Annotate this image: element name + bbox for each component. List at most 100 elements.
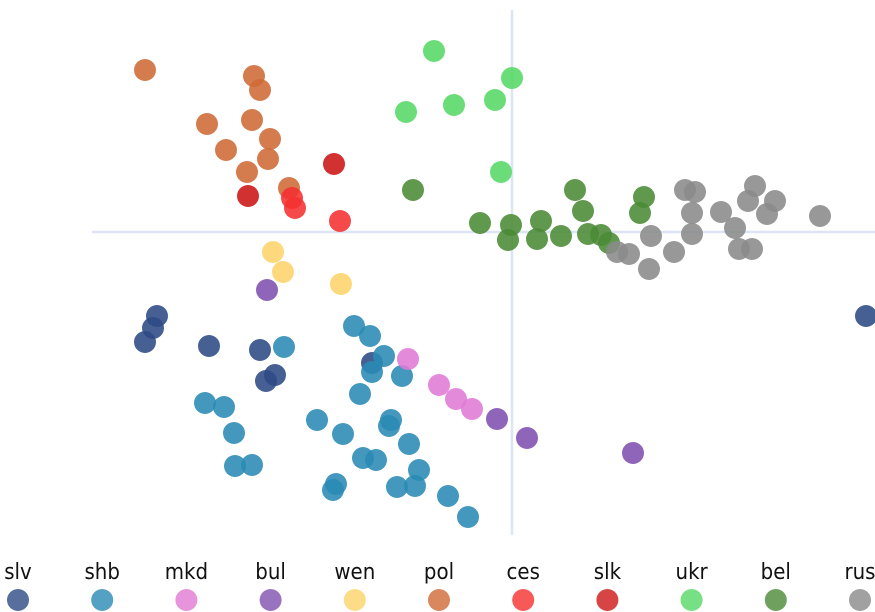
point — [469, 212, 491, 234]
point — [380, 409, 402, 431]
point — [724, 217, 746, 239]
point — [663, 241, 685, 263]
point — [373, 345, 395, 367]
legend-swatch — [259, 589, 282, 611]
legend-label: wen — [334, 560, 375, 585]
point — [241, 454, 263, 476]
point — [501, 67, 523, 89]
point — [330, 273, 352, 295]
legend-swatch — [680, 589, 703, 611]
point — [223, 422, 245, 444]
legend-label: bul — [255, 560, 286, 585]
point — [457, 506, 479, 528]
point — [741, 238, 763, 260]
legend-label: ukr — [676, 560, 709, 585]
point — [349, 383, 371, 405]
point — [443, 94, 465, 116]
point — [306, 409, 328, 431]
point — [530, 210, 552, 232]
legend-swatch — [428, 589, 450, 611]
point — [437, 485, 459, 507]
point — [281, 187, 303, 209]
point — [256, 279, 278, 301]
point — [516, 427, 538, 449]
point — [622, 442, 644, 464]
point — [681, 223, 703, 245]
point — [640, 225, 662, 247]
legend-swatch — [512, 589, 535, 611]
point — [224, 455, 246, 477]
point — [391, 365, 413, 387]
point — [809, 205, 831, 227]
point — [361, 361, 383, 383]
legend-label: rus — [845, 560, 875, 585]
point — [134, 59, 156, 81]
legend-label: shb — [84, 560, 119, 585]
point — [237, 185, 259, 207]
point — [365, 449, 387, 471]
point — [332, 423, 354, 445]
point — [259, 128, 281, 150]
point — [486, 408, 508, 430]
point — [249, 339, 271, 361]
point — [322, 479, 344, 501]
legend-label: slk — [594, 560, 622, 585]
point — [236, 161, 258, 183]
point — [323, 153, 345, 175]
point — [395, 101, 417, 123]
point — [198, 335, 220, 357]
point — [756, 203, 778, 225]
point — [359, 325, 381, 347]
point — [343, 315, 365, 337]
point — [710, 201, 732, 223]
point — [490, 161, 512, 183]
point — [618, 243, 640, 265]
point — [461, 398, 483, 420]
legend-swatch — [343, 589, 366, 611]
legend-label: mkd — [165, 560, 208, 585]
point — [526, 228, 548, 250]
point — [215, 139, 237, 161]
point — [629, 202, 651, 224]
point — [257, 148, 279, 170]
point — [737, 190, 759, 212]
point — [855, 305, 875, 327]
point — [262, 241, 284, 263]
legend-label: ces — [507, 560, 540, 585]
point — [329, 210, 351, 232]
legend-swatch — [849, 589, 871, 611]
point — [196, 113, 218, 135]
point — [423, 40, 445, 62]
legend-swatch — [7, 589, 29, 611]
point — [572, 200, 594, 222]
legend-swatch — [175, 589, 198, 611]
legend-label: slv — [4, 560, 32, 585]
point — [272, 261, 294, 283]
point — [134, 331, 156, 353]
point — [497, 229, 519, 251]
point — [264, 364, 286, 386]
point — [404, 475, 426, 497]
point — [550, 225, 572, 247]
legend-label: bel — [761, 560, 791, 585]
point — [445, 388, 467, 410]
legend-swatch — [764, 589, 787, 611]
point — [564, 179, 586, 201]
point — [684, 181, 706, 203]
point — [638, 258, 660, 280]
point — [402, 179, 424, 201]
point — [386, 476, 408, 498]
point — [241, 109, 263, 131]
point — [398, 433, 420, 455]
point — [273, 336, 295, 358]
point — [681, 202, 703, 224]
point — [249, 79, 271, 101]
point — [484, 89, 506, 111]
point — [428, 374, 450, 396]
point — [397, 348, 419, 370]
legend-swatch — [91, 589, 114, 611]
legend-swatch — [596, 589, 619, 611]
point — [194, 392, 216, 414]
